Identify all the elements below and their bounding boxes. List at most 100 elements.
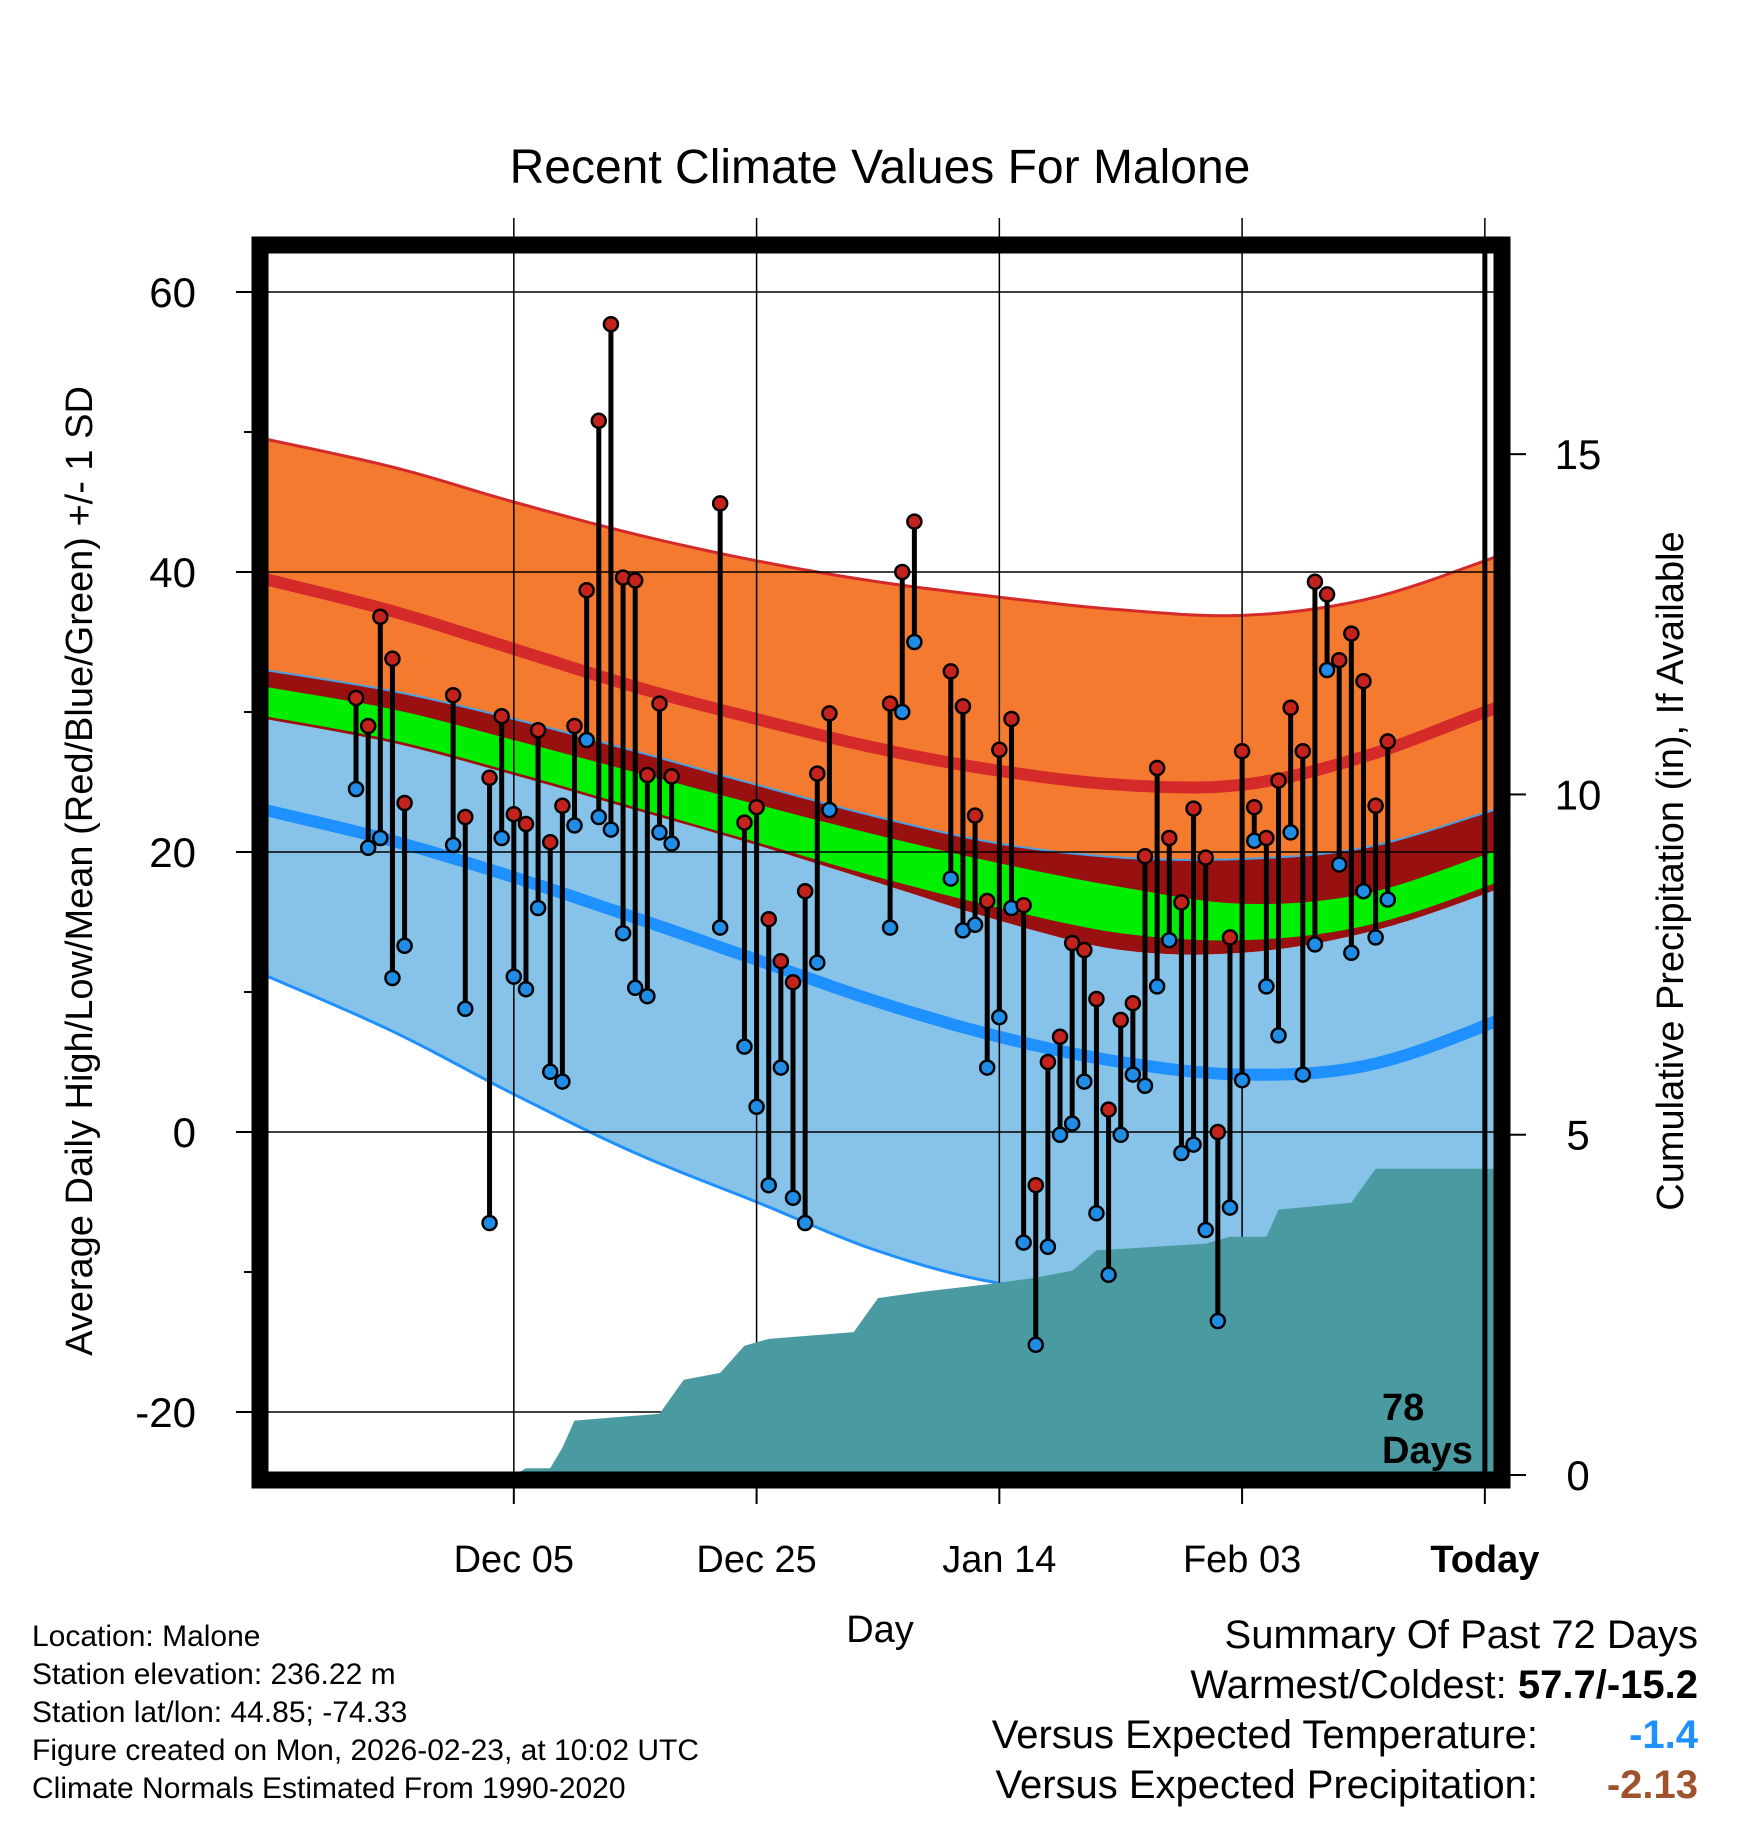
- daily-high-point: [457, 808, 474, 826]
- daily-low-point: [359, 839, 377, 857]
- daily-high-point: [359, 717, 377, 735]
- daily-low-point: [991, 1008, 1008, 1026]
- daily-low-point: [760, 1176, 777, 1194]
- daily-low-point: [1039, 1238, 1057, 1256]
- y2-tick-label: 0: [1566, 1452, 1589, 1499]
- daily-high-point: [1039, 1053, 1057, 1071]
- daily-low-point: [1148, 978, 1166, 995]
- daily-high-point: [1221, 929, 1239, 946]
- daily-low-point: [1379, 891, 1397, 908]
- daily-high-point: [978, 892, 996, 910]
- daily-high-point: [1015, 896, 1032, 914]
- daily-low-point: [1027, 1336, 1045, 1354]
- daily-high-point: [796, 882, 814, 900]
- axis-ticks: [236, 291, 1526, 1504]
- daily-low-point: [1270, 1027, 1287, 1044]
- daily-low-point: [1343, 944, 1360, 962]
- daily-high-point: [1027, 1176, 1045, 1194]
- y2-tick-labels: 0 5 10 15: [1555, 431, 1602, 1499]
- daily-high-point: [1197, 849, 1214, 866]
- daily-low-point: [1197, 1221, 1214, 1239]
- daily-low-point: [1258, 978, 1275, 995]
- x-axis-label: Day: [846, 1609, 914, 1651]
- daily-low-point: [481, 1214, 498, 1232]
- y-tick-label: -20: [135, 1389, 196, 1436]
- daily-high-point: [1318, 586, 1336, 603]
- precipitation-area: [265, 1168, 1497, 1475]
- daily-high-point: [626, 572, 644, 589]
- daily-low-point: [1233, 1071, 1251, 1089]
- daily-high-point: [1088, 990, 1105, 1008]
- y2-tick-label: 15: [1555, 431, 1602, 478]
- daily-high-point: [1367, 797, 1384, 815]
- daily-high-point: [1306, 573, 1324, 591]
- daily-high-point: [372, 608, 389, 626]
- daily-low-point: [1051, 1126, 1069, 1144]
- daily-low-point: [529, 899, 547, 917]
- x-tick-labels: Dec 05 Dec 25 Jan 14 Feb 03 Today: [454, 1539, 1540, 1581]
- daily-points: [347, 315, 1397, 1354]
- daily-high-point: [893, 563, 911, 581]
- daily-high-point: [1124, 994, 1142, 1012]
- daily-low-point: [347, 780, 365, 798]
- daily-low-point: [1185, 1136, 1202, 1153]
- daily-low-point: [505, 968, 523, 985]
- today-days-label: Days: [1382, 1430, 1473, 1472]
- created-text: Figure created on Mon, 2026-02-23, at 10…: [32, 1734, 700, 1767]
- daily-high-point: [590, 412, 608, 430]
- temp-departure-value: -1.4: [1629, 1713, 1698, 1757]
- daily-high-point: [541, 833, 559, 851]
- daily-high-point: [1161, 829, 1178, 847]
- summary-panel: Summary Of Past 72 Days Warmest/Coldest:…: [992, 1610, 1698, 1810]
- daily-low-point: [1209, 1312, 1227, 1330]
- daily-low-point: [1294, 1066, 1312, 1083]
- daily-low-point: [651, 824, 668, 841]
- warmest-coldest-value: 57.7/-15.2: [1517, 1663, 1698, 1707]
- y2-tick-label: 10: [1555, 771, 1602, 818]
- daily-low-point: [1367, 929, 1384, 946]
- daily-high-point: [906, 513, 923, 530]
- daily-high-point: [1003, 710, 1020, 728]
- daily-low-point: [626, 979, 644, 997]
- daily-low-point: [1221, 1199, 1239, 1216]
- daily-low-point: [1076, 1073, 1093, 1090]
- daily-high-point: [1245, 798, 1263, 816]
- daily-low-point: [1063, 1115, 1081, 1132]
- daily-low-point: [493, 829, 510, 847]
- daily-high-point: [748, 798, 765, 816]
- elevation-text: Station elevation: 236.22 m: [32, 1658, 396, 1691]
- latlon-text: Station lat/lon: 44.85; -74.33: [32, 1696, 408, 1729]
- daily-high-point: [1148, 759, 1166, 777]
- temp-departure-row: Versus Expected Temperature: -1.4: [992, 1710, 1698, 1760]
- daily-high-point: [1063, 934, 1081, 952]
- daily-low-point: [372, 829, 389, 847]
- daily-high-point: [481, 769, 498, 787]
- daily-high-point: [821, 705, 838, 722]
- daily-high-point: [1270, 772, 1287, 789]
- normal-low-line: [265, 804, 1497, 1081]
- daily-low-point: [517, 980, 535, 998]
- daily-high-point: [1330, 651, 1348, 669]
- daily-high-point: [566, 717, 583, 735]
- y-axis-label: Average Daily High/Low/Mean (Red/Blue/Gr…: [59, 386, 101, 1356]
- location-text: Location: Malone: [32, 1620, 261, 1653]
- warmest-coldest-row: Warmest/Coldest: 57.7/-15.2: [992, 1660, 1698, 1710]
- y-tick-label: 0: [173, 1109, 196, 1156]
- daily-range-stems: [353, 324, 1391, 1345]
- daily-low-point: [966, 916, 984, 934]
- daily-high-point: [1282, 699, 1299, 717]
- daily-high-point: [1379, 733, 1397, 750]
- daily-low-point: [809, 954, 826, 971]
- x-tick-label: Jan 14: [942, 1539, 1056, 1581]
- daily-low-point: [1015, 1234, 1032, 1251]
- daily-low-point: [566, 817, 583, 834]
- daily-low-point: [906, 633, 923, 651]
- daily-low-point: [748, 1098, 765, 1116]
- daily-low-point: [663, 835, 680, 852]
- daily-low-point: [1330, 856, 1348, 873]
- daily-low-point: [384, 969, 401, 987]
- daily-high-point: [772, 952, 790, 970]
- x-tick-label: Dec 05: [454, 1539, 574, 1581]
- daily-low-point: [1136, 1077, 1154, 1095]
